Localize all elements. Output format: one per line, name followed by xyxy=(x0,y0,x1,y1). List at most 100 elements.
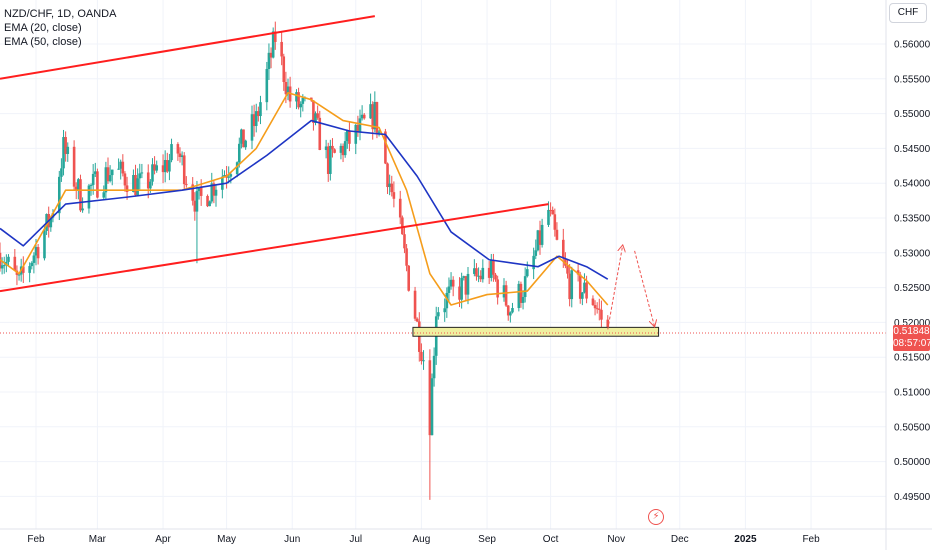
candle-body xyxy=(297,92,300,108)
price-tick-label: 0.54500 xyxy=(894,144,931,155)
price-tick-label: 0.50500 xyxy=(894,422,931,433)
candle-body xyxy=(481,267,485,280)
support-zone xyxy=(412,326,660,337)
symbol-title[interactable]: NZD/CHF, 1D, OANDA xyxy=(4,8,117,20)
candle-body xyxy=(312,100,315,123)
lightning-bolt-icon[interactable]: ⚡ xyxy=(648,509,664,525)
candle-body xyxy=(28,266,31,273)
chart-legend: NZD/CHF, 1D, OANDA EMA (20, close) EMA (… xyxy=(4,7,116,49)
projection-up-arrow xyxy=(607,246,623,330)
candle-body xyxy=(165,160,169,172)
candle-body xyxy=(504,285,508,306)
candle-body xyxy=(555,229,559,240)
candle-body xyxy=(66,146,70,154)
candle-body xyxy=(447,286,451,293)
candle-body xyxy=(161,165,165,173)
last-price-label: 0.51848 xyxy=(893,326,930,337)
overlays xyxy=(0,15,886,337)
candle-body xyxy=(60,168,63,177)
candle-body xyxy=(532,255,535,270)
candle-body xyxy=(551,209,555,215)
candle-body xyxy=(182,155,186,185)
candle-body xyxy=(329,145,332,174)
candle-body xyxy=(62,137,65,169)
candle-body xyxy=(339,145,343,153)
time-tick-label: Mar xyxy=(89,534,107,545)
candle-body xyxy=(415,318,419,322)
candle-body xyxy=(405,248,408,266)
countdown-label: 08:57:07 xyxy=(893,338,932,349)
price-tick-label: 0.54000 xyxy=(894,179,931,190)
candle-body xyxy=(117,168,120,170)
candle-body xyxy=(93,171,97,174)
candle-body xyxy=(401,217,404,235)
candle-body xyxy=(511,308,514,313)
ema20-legend[interactable]: EMA (20, close) xyxy=(4,22,82,34)
time-tick-label: Apr xyxy=(155,534,171,545)
candle-body xyxy=(74,186,78,191)
candle-body xyxy=(318,117,322,150)
price-tick-label: 0.51500 xyxy=(894,353,931,364)
candle-body xyxy=(576,270,580,275)
candle-body xyxy=(199,187,203,196)
currency-button[interactable]: CHF xyxy=(889,3,927,23)
candle-body xyxy=(547,209,550,225)
candle-body xyxy=(254,111,258,127)
price-axis[interactable]: 0.56000 0.55500 0.55000 0.54500 0.54000 0.535… xyxy=(885,0,931,550)
time-axis[interactable]: Feb Mar Apr May Jun Jul Aug Sep Oct Nov Dec 2025 Feb xyxy=(0,528,932,545)
price-tick-label: 0.51000 xyxy=(894,388,931,399)
candle-body xyxy=(252,114,256,127)
candle-body xyxy=(362,114,366,119)
candle-body xyxy=(79,179,82,211)
candle-body xyxy=(168,160,171,172)
candle-body xyxy=(475,268,478,277)
candle-body xyxy=(606,319,610,329)
candle-body xyxy=(149,181,152,189)
candle-body xyxy=(271,31,275,58)
candle-body xyxy=(257,111,260,117)
candle-body xyxy=(269,52,273,58)
candle-body xyxy=(17,274,21,276)
candle-body xyxy=(267,52,271,69)
candle-body xyxy=(360,114,364,119)
candle-body xyxy=(566,265,569,274)
candle-body xyxy=(331,145,334,150)
candle-body xyxy=(534,250,538,256)
candle-body xyxy=(343,141,347,156)
time-tick-label: Jul xyxy=(349,534,362,545)
candle-body xyxy=(593,305,597,309)
candle-body xyxy=(341,145,345,156)
candle-body xyxy=(81,208,84,211)
candle-body xyxy=(273,31,277,42)
price-tick-label: 0.52000 xyxy=(894,318,931,329)
candle-body xyxy=(428,360,432,436)
candle-body xyxy=(489,260,493,278)
candle-body xyxy=(21,266,25,273)
candle-body xyxy=(578,274,582,299)
candle-body xyxy=(398,198,402,218)
candle-body xyxy=(49,217,53,228)
candle-body xyxy=(458,286,461,300)
candle-body xyxy=(170,144,173,161)
projection-down-arrow xyxy=(634,250,655,326)
candle-body xyxy=(295,92,298,102)
candle-body xyxy=(102,192,106,198)
candle-body xyxy=(250,114,254,141)
candle-body xyxy=(568,273,571,300)
candle-body xyxy=(437,312,440,317)
candle-body xyxy=(591,298,595,306)
channel-lower-line xyxy=(0,203,549,293)
candle-body xyxy=(64,137,67,154)
candle-body xyxy=(413,290,417,319)
last-price-tag: 0.51848 08:57:07 xyxy=(893,325,932,351)
candle-body xyxy=(443,308,447,313)
candle-body xyxy=(451,279,455,287)
ema50-legend[interactable]: EMA (50, close) xyxy=(4,36,82,48)
candle-body xyxy=(244,140,247,148)
candle-body xyxy=(509,312,512,316)
time-tick-label: Feb xyxy=(27,534,45,545)
candle-body xyxy=(333,149,336,153)
time-tick-label: Nov xyxy=(607,534,625,545)
candle-body xyxy=(595,308,599,310)
